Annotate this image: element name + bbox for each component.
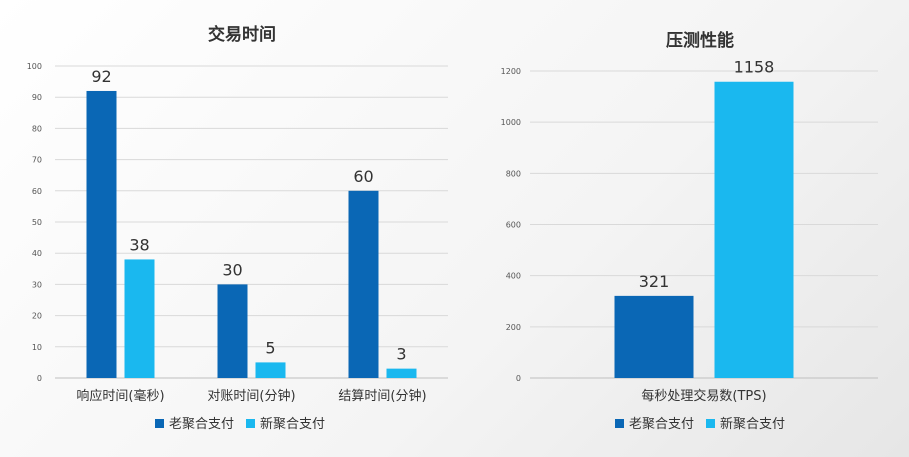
bar [614, 295, 694, 378]
x-category-label: 结算时间(分钟) [338, 388, 426, 404]
bar [348, 190, 379, 378]
chart-title: 交易时间 [208, 24, 276, 45]
chart-title: 压测性能 [666, 30, 734, 51]
data-label: 5 [265, 338, 275, 357]
y-tick-label: 90 [32, 93, 42, 102]
legend-label: 老聚合支付 [169, 417, 234, 432]
bar [86, 90, 117, 379]
data-label: 60 [353, 167, 373, 186]
legend-swatch [706, 419, 715, 428]
response-time-chart: 交易时间 0 10 20 30 40 50 60 70 80 90 100 92 38 响应时间(毫秒) 3… [27, 24, 448, 432]
y-tick-label: 1200 [501, 67, 521, 76]
data-label: 1158 [734, 58, 775, 77]
legend-swatch [615, 419, 624, 428]
bar [255, 362, 286, 378]
y-tick-label: 80 [32, 124, 42, 133]
x-category-label: 响应时间(毫秒) [76, 388, 164, 404]
data-label: 38 [129, 235, 149, 254]
y-tick-label: 1000 [501, 118, 521, 127]
load-test-chart-svg: 压测性能 0 200 400 600 800 1000 1200 321 1158 每秒处理交易数… [501, 30, 878, 432]
response-time-chart-svg: 交易时间 0 10 20 30 40 50 60 70 80 90 100 92 38 响应时间(毫秒) 3… [27, 24, 448, 432]
y-tick-label: 20 [32, 312, 42, 321]
y-tick-label: 800 [506, 169, 521, 178]
data-label: 92 [91, 67, 111, 86]
y-tick-label: 10 [32, 343, 42, 352]
bar [217, 284, 248, 378]
bar [714, 81, 794, 379]
x-category-label: 每秒处理交易数(TPS) [641, 388, 766, 404]
y-tick-label: 400 [506, 272, 521, 281]
y-tick-label: 60 [32, 187, 42, 196]
data-label: 321 [639, 272, 670, 291]
legend-label: 新聚合支付 [260, 416, 325, 432]
legend-label: 老聚合支付 [629, 417, 694, 432]
y-tick-label: 200 [506, 323, 521, 332]
y-tick-label: 600 [506, 221, 521, 230]
load-test-chart: 压测性能 0 200 400 600 800 1000 1200 321 1158 每秒处理交易数… [460, 0, 909, 457]
data-label: 3 [396, 345, 406, 364]
x-category-label: 对账时间(分钟) [207, 388, 295, 404]
data-label: 30 [222, 260, 242, 279]
y-tick-label: 40 [32, 249, 42, 258]
y-tick-label: 0 [37, 374, 42, 383]
y-tick-label: 70 [32, 156, 42, 165]
legend-label: 新聚合支付 [720, 416, 785, 432]
legend-swatch [155, 419, 164, 428]
legend-swatch [246, 419, 255, 428]
bar [386, 368, 417, 378]
y-tick-label: 100 [27, 62, 42, 71]
y-tick-label: 50 [32, 218, 42, 227]
bar [124, 259, 155, 378]
y-tick-label: 30 [32, 280, 42, 289]
y-tick-label: 0 [516, 374, 521, 383]
